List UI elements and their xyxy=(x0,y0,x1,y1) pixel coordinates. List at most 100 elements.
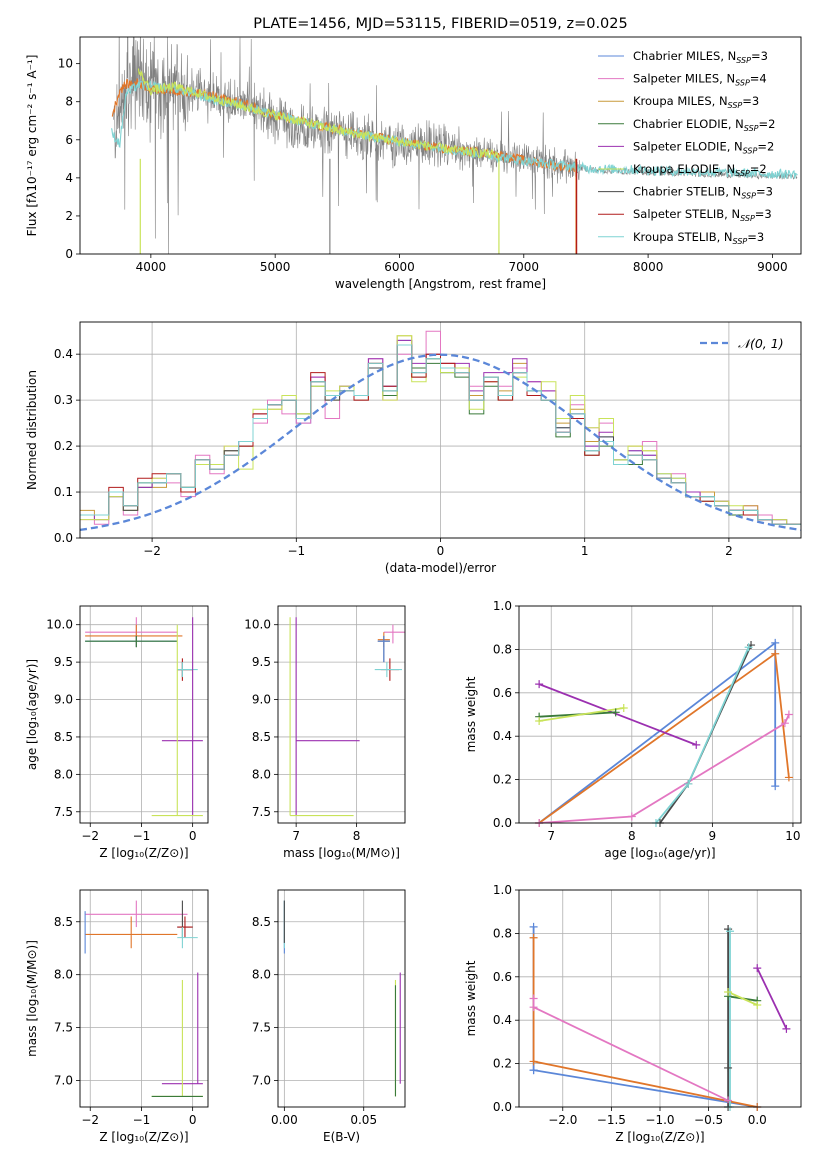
weight-marker-0 xyxy=(529,922,538,931)
y-tick-label: 0.8 xyxy=(493,926,512,940)
weight-marker-3 xyxy=(535,680,544,689)
histogram-step-8 xyxy=(80,344,801,525)
y-tick-label: 8.0 xyxy=(54,968,73,982)
weight-marker-7 xyxy=(744,643,753,652)
chart-spectrum: 4000 5000 6000 7000 8000 9000 0 2 4 6 8 10 wavelengt… xyxy=(25,36,802,291)
legend-label-sub: SSP xyxy=(741,192,756,201)
legend-label-suffix: =3 xyxy=(747,230,764,244)
weight-marker-1 xyxy=(784,773,793,782)
legend-label-suffix: =2 xyxy=(759,117,776,131)
legend-label: Chabrier MILES, NSSP=3 xyxy=(633,49,768,65)
legend-label-main: Salpeter MILES, N xyxy=(633,72,735,86)
y-tick-label: 8.5 xyxy=(54,730,73,744)
plot-area xyxy=(84,900,203,1097)
y-tick-label: 0.8 xyxy=(493,642,512,656)
weight-line-5 xyxy=(538,707,624,722)
y-tick-label: 10.0 xyxy=(244,618,271,632)
x-tick-label: 1 xyxy=(581,544,589,558)
axes-frame xyxy=(79,36,802,255)
plot-area xyxy=(283,900,401,1097)
y-tick-label: 0.0 xyxy=(54,531,73,545)
legend-label-suffix: =3 xyxy=(751,49,768,63)
x-tick-label: −1 xyxy=(287,544,305,558)
x-tick-label: 0 xyxy=(437,544,445,558)
x-tick-label: 0 xyxy=(189,1113,197,1127)
y-tick-label: 2 xyxy=(65,209,73,223)
x-tick-label: −1.5 xyxy=(597,1113,626,1127)
legend-label: Chabrier ELODIE, NSSP=2 xyxy=(633,117,775,133)
axes-frame xyxy=(79,321,802,539)
legend-label-suffix: =3 xyxy=(756,185,773,199)
weight-marker-0 xyxy=(771,782,780,791)
y-tick-label: 0.4 xyxy=(54,347,73,361)
weight-marker-2 xyxy=(627,812,636,821)
chart-mass-vs-z: −2 −1 0 7.0 7.5 8.0 8.5 Z [log₁₀(Z/Z⊙)] mass [lo… xyxy=(25,889,209,1144)
x-tick-label: 0.05 xyxy=(350,1113,377,1127)
model-spectrum-2 xyxy=(137,68,500,160)
legend-label-suffix: =3 xyxy=(755,207,772,221)
y-tick-label: 0 xyxy=(65,247,73,261)
y-tick-label: 7.0 xyxy=(252,1074,271,1088)
weight-line-3 xyxy=(756,967,788,1030)
weight-marker-5 xyxy=(753,1001,762,1010)
plot-area xyxy=(110,37,798,254)
weight-line-5 xyxy=(727,991,758,1006)
x-tick-label: −0.5 xyxy=(694,1113,723,1127)
x-tick-label: −1 xyxy=(133,1113,151,1127)
y-tick-label: 0.2 xyxy=(54,439,73,453)
y-tick-label: 8.0 xyxy=(252,968,271,982)
legend-label-main: Chabrier STELIB, N xyxy=(633,185,741,199)
weight-marker-4 xyxy=(611,708,620,717)
axes-frame xyxy=(277,889,406,1108)
y-tick-label: 0.3 xyxy=(54,393,73,407)
y-tick-label: 9.5 xyxy=(252,655,271,669)
legend-label: Kroupa ELODIE, NSSP=2 xyxy=(633,162,767,178)
histogram-step-1 xyxy=(80,330,801,525)
x-tick-label: 8 xyxy=(628,829,636,843)
x-tick-label: 7 xyxy=(547,829,555,843)
weight-marker-3 xyxy=(692,740,701,749)
legend-label-main: Chabrier ELODIE, N xyxy=(633,117,744,131)
y-tick-label: 8.5 xyxy=(252,915,271,929)
x-axis-label: Z [log₁₀(Z/Z⊙)] xyxy=(615,1130,704,1144)
x-axis-label: Z [log₁₀(Z/Z⊙)] xyxy=(99,846,188,860)
weight-marker-2 xyxy=(784,710,793,719)
weight-marker-6 xyxy=(724,1063,733,1072)
y-tick-label: 9.5 xyxy=(54,655,73,669)
legend-label: Chabrier STELIB, NSSP=3 xyxy=(633,185,773,201)
x-tick-label: −2 xyxy=(143,544,161,558)
y-tick-label: 9.0 xyxy=(252,693,271,707)
axes-frame xyxy=(518,889,802,1108)
axes-frame xyxy=(79,889,209,1108)
y-axis-label: age [log₁₀(age/yr)] xyxy=(25,659,39,770)
y-axis-label: Flux [fλ10⁻¹⁷ erg cm⁻² s⁻¹ A⁻¹] xyxy=(25,55,39,237)
x-tick-label: 7 xyxy=(292,829,300,843)
legend-label-main: Salpeter STELIB, N xyxy=(633,207,740,221)
legend-label: Salpeter MILES, NSSP=4 xyxy=(633,72,767,88)
x-tick-label: −2.0 xyxy=(548,1113,577,1127)
legend-label: 𝒩(0, 1) xyxy=(738,336,784,351)
chart-title: PLATE=1456, MJD=53115, FIBERID=0519, z=0… xyxy=(253,16,627,32)
y-tick-label: 7.5 xyxy=(252,1021,271,1035)
axes-frame xyxy=(518,605,802,824)
y-tick-label: 8.0 xyxy=(252,767,271,781)
weight-marker-5 xyxy=(619,703,628,712)
legend-label-main: Kroupa ELODIE, N xyxy=(633,162,735,176)
legend-label-sub: SSP xyxy=(728,101,743,110)
observed-spectrum xyxy=(113,37,580,254)
weight-marker-3 xyxy=(753,964,762,973)
y-tick-label: 7.5 xyxy=(54,1021,73,1035)
legend-label-suffix: =4 xyxy=(750,72,767,86)
axes-frame xyxy=(277,605,406,824)
x-tick-label: 0 xyxy=(189,829,197,843)
legend-label-suffix: =3 xyxy=(742,94,759,108)
x-tick-label: 6000 xyxy=(384,260,415,274)
axes-frame xyxy=(79,605,209,824)
legend-label-sub: SSP xyxy=(743,146,758,155)
chart-age-vs-mass: 7 8 7.5 8.0 8.5 9.0 9.5 10.0 mass [log₁₀(M/M⊙)] xyxy=(244,605,406,860)
legend-label-sub: SSP xyxy=(744,124,759,133)
y-tick-label: 0.0 xyxy=(493,816,512,830)
legend-label-suffix: =2 xyxy=(757,139,774,153)
weight-marker-2 xyxy=(780,719,789,728)
y-tick-label: 0.1 xyxy=(54,485,73,499)
